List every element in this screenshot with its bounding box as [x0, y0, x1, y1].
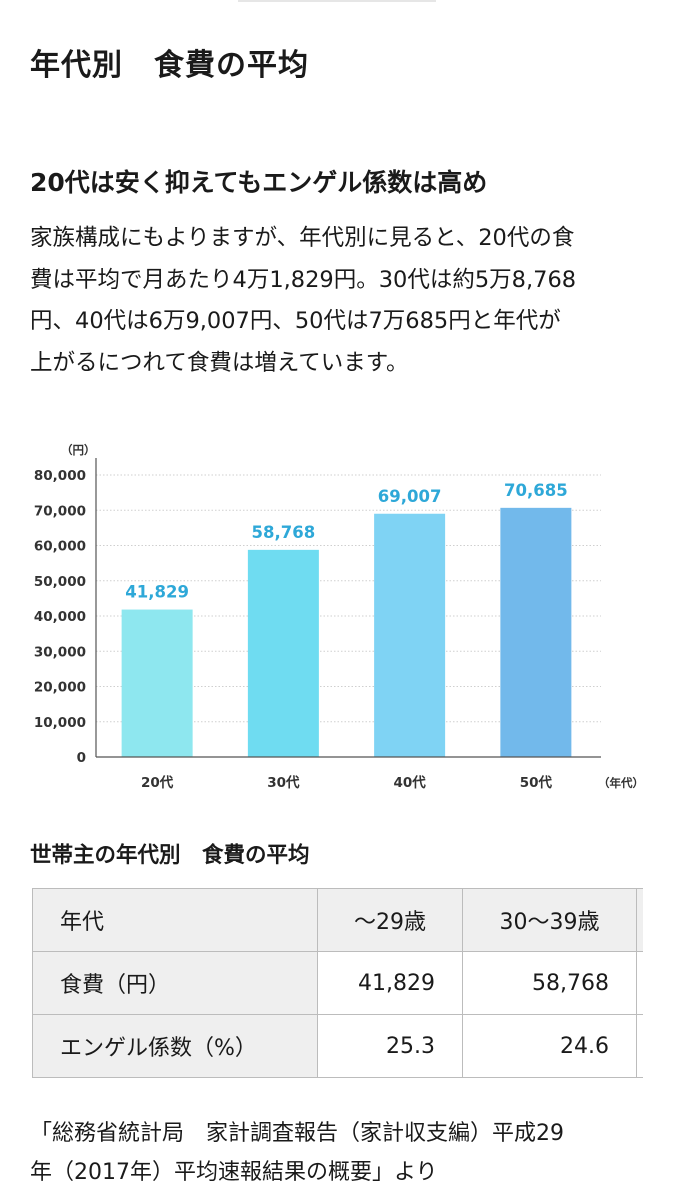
data-label: 58,768: [252, 523, 316, 542]
x-tick-label: 20代: [141, 774, 174, 791]
food-cost-table: 年代 ～29歳 30～39歳 食費（円） 41,829 58,768 エンゲル係…: [32, 888, 643, 1087]
table-cell: 25.3: [317, 1014, 463, 1078]
row-label-engel-coefficient: エンゲル係数（%）: [32, 1014, 318, 1078]
table-header-row: 年代 ～29歳 30～39歳: [32, 888, 643, 952]
paragraph-line: 家族構成にもよりますが、年代別に見ると、20代の食: [30, 225, 575, 251]
table-cell: 41,829: [317, 951, 463, 1015]
top-divider: [238, 0, 436, 2]
table-row: エンゲル係数（%） 25.3 24.6: [32, 1014, 643, 1078]
page-title: 年代別 食費の平均: [30, 48, 309, 83]
body-paragraph: 家族構成にもよりますが、年代別に見ると、20代の食 費は平均で月あたり4万1,8…: [30, 218, 655, 384]
y-unit-label: （円）: [61, 443, 96, 457]
header-cell-truncated: [636, 888, 643, 952]
y-tick-label: 70,000: [34, 503, 86, 519]
data-label: 70,685: [504, 481, 568, 500]
source-line: 年（2017年）平均速報結果の概要」より: [30, 1160, 438, 1185]
paragraph-line: 費は平均で月あたり4万1,829円。30代は約5万8,768: [30, 266, 577, 293]
y-tick-label: 40,000: [34, 609, 86, 625]
source-line: 「総務省統計局 家計調査報告（家計収支編）平成29: [30, 1121, 564, 1146]
bar-50代: [500, 507, 572, 757]
paragraph-line: 円、40代は6万9,007円、50代は7万685円と年代が: [30, 308, 561, 334]
x-tick-label: 30代: [267, 774, 300, 791]
table-title: 世帯主の年代別 食費の平均: [30, 843, 310, 868]
x-tick-label: 40代: [393, 774, 426, 791]
table-cell-truncated: [636, 951, 643, 1015]
x-tick-label: 50代: [520, 774, 553, 791]
section-heading: 20代は安く抑えてもエンゲル係数は高め: [30, 168, 488, 197]
header-cell-under-29: ～29歳: [317, 888, 463, 952]
table-cell: 58,768: [462, 951, 637, 1015]
bar-30代: [247, 549, 319, 757]
header-cell-age: 年代: [32, 888, 318, 952]
y-tick-label: 0: [77, 750, 86, 766]
header-cell-30-39: 30～39歳: [462, 888, 637, 952]
y-tick-label: 20,000: [34, 680, 86, 696]
paragraph-line: 上がるにつれて食費は増えています。: [30, 349, 409, 376]
bar-40代: [374, 513, 446, 757]
table-row: 食費（円） 41,829 58,768: [32, 951, 643, 1015]
y-tick-label: 60,000: [34, 539, 86, 555]
bar-20代: [121, 609, 193, 757]
y-tick-label: 80,000: [34, 468, 86, 484]
table-cell: 24.6: [462, 1014, 637, 1078]
food-cost-bar-chart: 0 10,000 20,000 30,000 40,000 50,000 60,000 70,…: [34, 443, 644, 791]
row-label-food-cost: 食費（円）: [32, 951, 318, 1015]
y-tick-label: 30,000: [34, 644, 86, 660]
data-label: 69,007: [378, 487, 442, 506]
data-label: 41,829: [125, 583, 189, 602]
table-cell-truncated: [636, 1014, 643, 1078]
y-tick-label: 50,000: [34, 574, 86, 590]
source-citation: 「総務省統計局 家計調査報告（家計収支編）平成29 年（2017年）平均速報結果…: [30, 1114, 655, 1192]
y-tick-label: 10,000: [34, 715, 86, 731]
x-unit-label: （年代）: [598, 776, 644, 790]
